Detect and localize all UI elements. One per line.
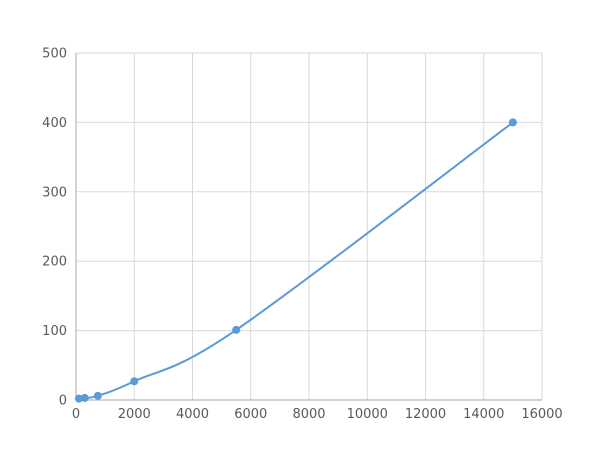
x-tick-label: 4000 xyxy=(176,407,209,422)
x-tick-label: 6000 xyxy=(234,407,267,422)
y-tick-label: 100 xyxy=(42,324,67,339)
data-point-marker xyxy=(80,393,89,402)
grid-layer xyxy=(76,52,543,400)
x-tick-label: 10000 xyxy=(347,407,388,422)
y-tick-label: 500 xyxy=(42,47,67,62)
y-tick-label: 0 xyxy=(59,394,67,409)
tick-label-layer: 0 2000 4000 6000 8000 10000 12000 14000 16000 0 10… xyxy=(42,47,563,423)
data-point-marker xyxy=(130,377,139,386)
x-tick-label: 14000 xyxy=(463,407,504,422)
data-point-marker xyxy=(508,118,517,127)
y-tick-label: 200 xyxy=(42,255,67,270)
series-line xyxy=(77,121,514,400)
x-tick-label: 16000 xyxy=(521,407,562,422)
x-tick-label: 2000 xyxy=(118,407,151,422)
y-tick-label: 400 xyxy=(42,116,67,131)
x-tick-label: 0 xyxy=(72,407,80,422)
axis-spines xyxy=(75,53,542,401)
y-tick-label: 300 xyxy=(42,185,67,200)
data-point-marker xyxy=(74,394,83,403)
data-point-marker xyxy=(93,391,102,400)
data-point-marker xyxy=(232,325,241,334)
x-tick-label: 8000 xyxy=(292,407,325,422)
x-tick-label: 12000 xyxy=(405,407,446,422)
series-layer xyxy=(74,118,517,403)
